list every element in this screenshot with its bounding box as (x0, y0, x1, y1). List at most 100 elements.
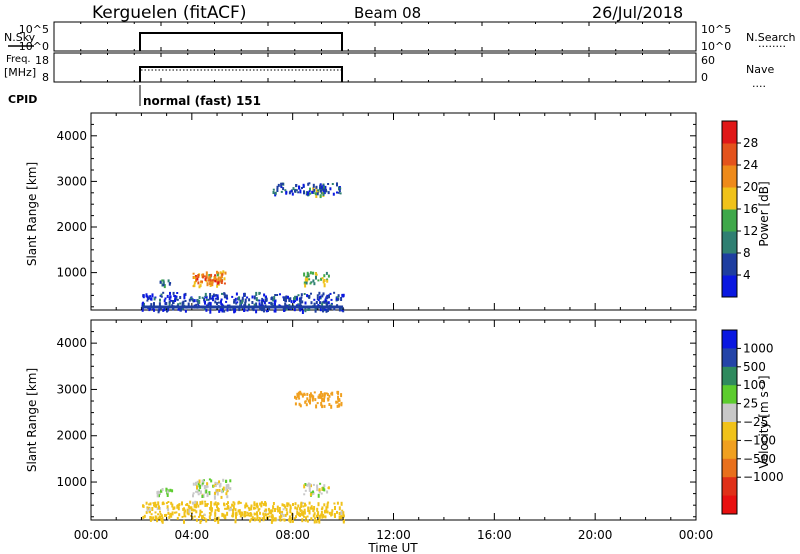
velocity-cell (166, 505, 169, 510)
velocity-cell (323, 395, 326, 399)
velocity-cell (280, 514, 283, 518)
velocity-cell (325, 392, 328, 395)
power-cell (151, 293, 154, 298)
velocity-cell (167, 508, 170, 512)
power-cell (204, 300, 206, 305)
power-cell (329, 187, 332, 191)
power-cell (221, 308, 224, 313)
velocity-cell (196, 501, 198, 504)
power-cell (184, 300, 187, 302)
power-cell (161, 279, 164, 282)
power-cell (283, 297, 285, 301)
power-cell (341, 309, 344, 312)
power-cell (324, 298, 327, 303)
velocity-cell (209, 506, 212, 510)
velocity-colorbar-label: −1000 (743, 470, 784, 484)
nave-legend: .... (752, 77, 766, 90)
nave-tick-bottom: 0 (701, 71, 708, 84)
power-cell (297, 191, 300, 194)
power-cell (315, 301, 318, 304)
power-cell (149, 308, 152, 311)
power-cell (293, 307, 296, 312)
power-ytick-label: 4000 (56, 129, 87, 143)
velocity-cell (278, 515, 281, 519)
velocity-cell (326, 502, 329, 506)
velocity-cell (217, 519, 220, 524)
power-colorbar-label: 16 (743, 202, 758, 216)
velocity-cell (209, 518, 211, 521)
power-cell (295, 295, 298, 298)
velocity-cell (154, 515, 157, 519)
velocity-cell (183, 519, 185, 524)
velocity-cell (172, 507, 175, 511)
velocity-colorbar-swatch (722, 366, 737, 386)
velocity-cell (258, 508, 261, 511)
power-cell (299, 301, 302, 305)
velocity-cell (264, 513, 267, 516)
velocity-cell (304, 400, 307, 404)
velocity-cell (142, 516, 145, 519)
power-cell (166, 309, 168, 313)
power-colorbar-label: 20 (743, 180, 758, 194)
power-y-axis-label: Slant Range [km] (25, 162, 39, 266)
velocity-cell (303, 484, 306, 489)
power-cell (261, 297, 264, 302)
power-cell (203, 275, 206, 278)
velocity-cell (273, 518, 276, 522)
velocity-cell (340, 501, 343, 506)
velocity-cell (214, 491, 216, 495)
power-cell (279, 293, 281, 296)
velocity-cell (308, 484, 311, 489)
freq-left-tick-bottom: 8 (42, 71, 49, 84)
power-colorbar-swatch (722, 121, 737, 144)
velocity-cell (309, 395, 312, 399)
power-cell (341, 293, 344, 297)
power-colorbar-swatch (722, 209, 737, 232)
power-cell (310, 281, 313, 284)
velocity-cell (306, 392, 309, 396)
power-colorbar-label: 12 (743, 224, 758, 238)
power-cell (214, 294, 217, 297)
power-cell (255, 297, 258, 302)
power-cell (217, 281, 220, 285)
power-cell (176, 292, 179, 294)
velocity-cell (295, 515, 297, 519)
velocity-cell (330, 404, 333, 409)
power-cell (288, 191, 291, 195)
power-cell (314, 192, 317, 196)
power-cell (301, 187, 303, 189)
velocity-cell (296, 510, 299, 515)
power-cell (246, 296, 249, 299)
power-cell (310, 292, 312, 295)
power-cell (307, 182, 310, 186)
power-cell (314, 309, 317, 313)
velocity-cell (259, 511, 261, 515)
power-cell (285, 191, 288, 194)
velocity-cell (159, 512, 162, 515)
velocity-cell (337, 398, 340, 402)
power-cell (316, 296, 319, 301)
power-cell (217, 301, 220, 304)
velocity-cell (178, 503, 181, 507)
power-cell (244, 301, 247, 306)
power-cell (271, 296, 273, 300)
power-cell (267, 309, 269, 312)
velocity-cell (221, 512, 224, 517)
velocity-cell (209, 512, 212, 517)
power-cell (291, 192, 294, 196)
power-cell (219, 307, 222, 312)
velocity-cell (303, 393, 306, 396)
velocity-cell (314, 517, 316, 520)
power-cell (219, 276, 222, 281)
velocity-cell (183, 512, 186, 517)
velocity-cell (256, 515, 259, 519)
velocity-cell (321, 486, 324, 491)
velocity-cell (265, 516, 268, 520)
velocity-cell (203, 485, 206, 490)
velocity-cell (299, 508, 302, 512)
power-cell (196, 277, 199, 281)
power-cell (160, 295, 163, 298)
power-cell (305, 281, 308, 285)
power-cell (288, 304, 291, 306)
velocity-cell (337, 404, 340, 408)
